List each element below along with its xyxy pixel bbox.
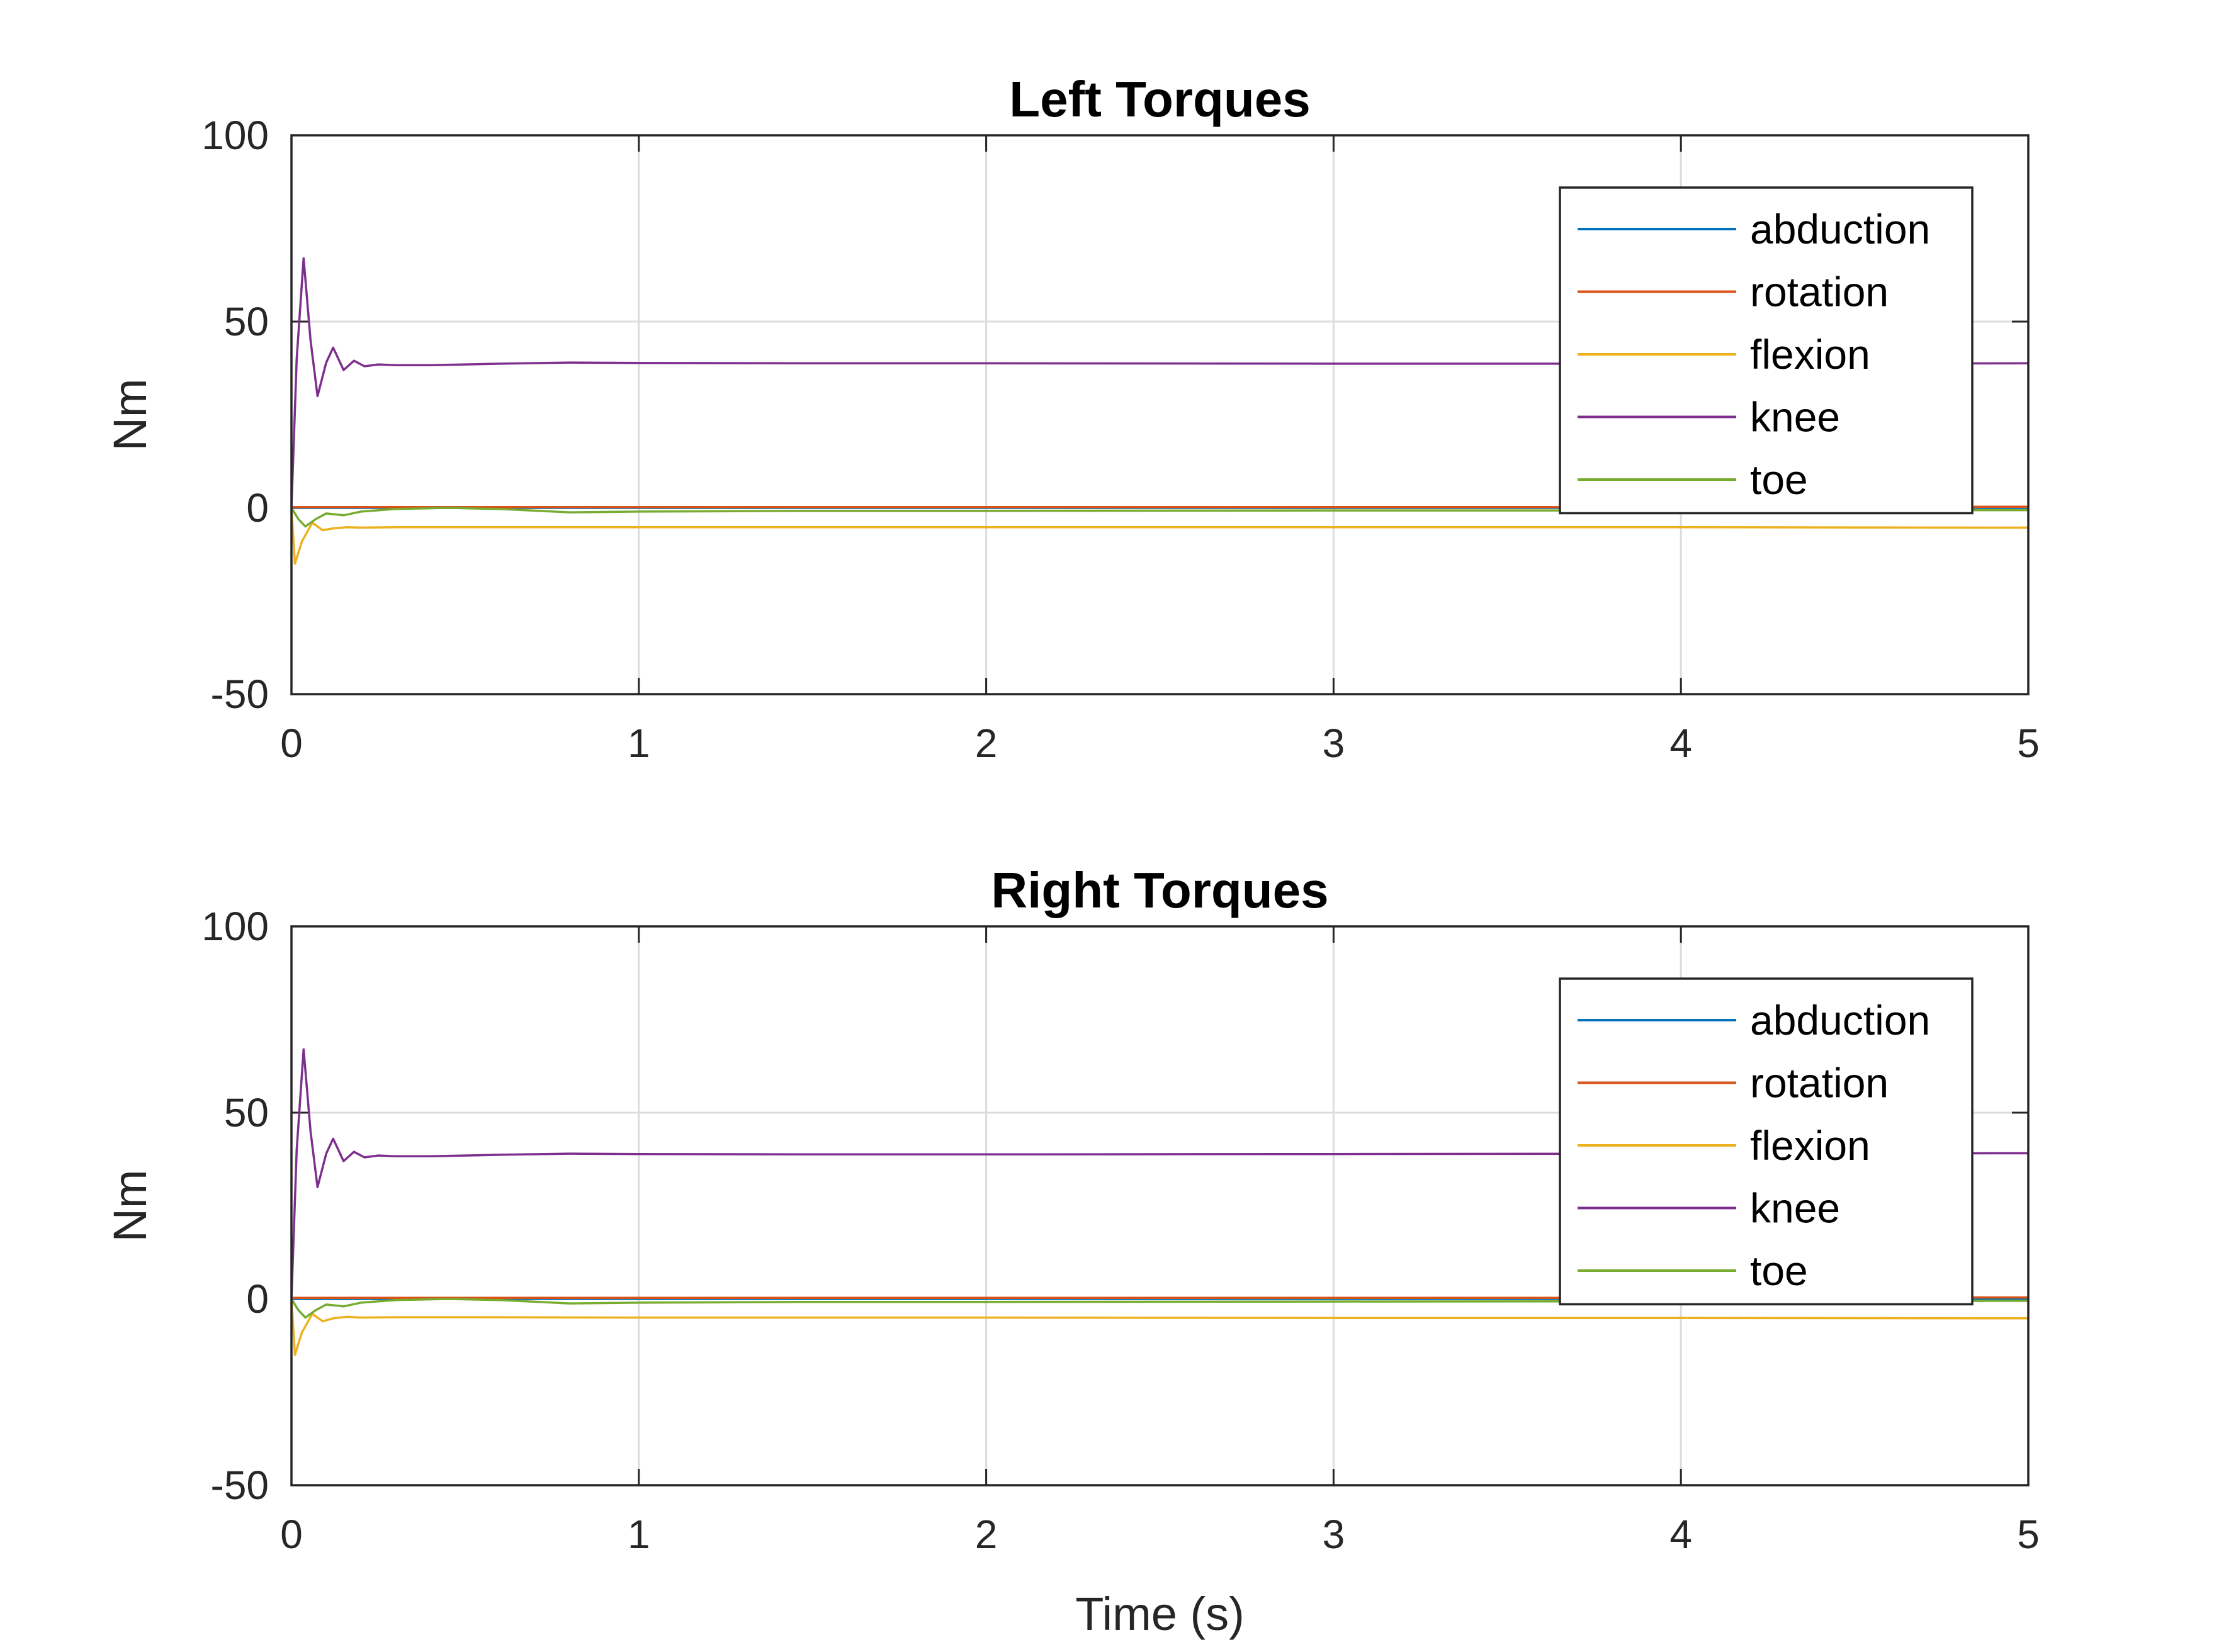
x-tick-label: 5	[2017, 1512, 2040, 1557]
y-tick-label: 100	[201, 904, 269, 949]
series-line-toe	[291, 1298, 2028, 1319]
y-tick-label: 100	[201, 113, 269, 158]
series-line-flexion	[291, 507, 2028, 565]
x-tick-label: 2	[975, 721, 998, 766]
y-tick-label: 50	[224, 1090, 269, 1135]
legend-label-rotation: rotation	[1750, 1060, 1889, 1106]
x-tick-label: 1	[628, 1512, 650, 1557]
y-tick-label: 0	[246, 485, 269, 531]
x-tick-label: 1	[628, 721, 650, 766]
axes-box	[290, 134, 2030, 695]
series-group	[291, 257, 2028, 565]
x-tick-label: 3	[1323, 1512, 1345, 1557]
plot-title: Left Torques	[1009, 71, 1311, 127]
legend-box	[1559, 186, 1974, 515]
x-tick-label: 4	[1669, 1512, 1692, 1557]
y-axis-label: Nm	[104, 378, 156, 451]
y-tick-label: 50	[224, 299, 269, 344]
legend: abduction rotation flexion knee toe	[1559, 186, 1974, 515]
x-axis-label: Time (s)	[1075, 1588, 1245, 1640]
x-tick-label: 3	[1323, 721, 1345, 766]
legend-label-rotation: rotation	[1750, 269, 1889, 315]
series-line-flexion	[291, 1298, 2028, 1356]
plot-title: Right Torques	[991, 862, 1328, 918]
legend: abduction rotation flexion knee toe	[1559, 977, 1974, 1306]
x-tick-label: 4	[1669, 721, 1692, 766]
y-tick-label: 0	[246, 1276, 269, 1322]
series-line-knee	[291, 257, 2028, 509]
series-line-knee	[291, 1048, 2028, 1300]
legend-box	[1559, 977, 1974, 1306]
legend-label-abduction: abduction	[1750, 997, 1930, 1043]
y-tick-label: -50	[211, 1463, 269, 1508]
x-tick-label: 5	[2017, 721, 2040, 766]
y-axis-label: Nm	[104, 1169, 156, 1242]
legend-label-knee: knee	[1750, 394, 1840, 441]
y-tick-label: -50	[211, 671, 269, 717]
legend-label-toe: toe	[1750, 1247, 1808, 1294]
legend-label-flexion: flexion	[1750, 331, 1870, 378]
x-tick-label: 0	[280, 1512, 303, 1557]
x-tick-label: 2	[975, 1512, 998, 1557]
legend-label-knee: knee	[1750, 1185, 1840, 1232]
axes-box	[290, 925, 2030, 1486]
legend-label-toe: toe	[1750, 456, 1808, 503]
series-line-toe	[291, 507, 2028, 528]
legend-label-abduction: abduction	[1750, 206, 1930, 252]
legend-label-flexion: flexion	[1750, 1122, 1870, 1169]
x-tick-label: 0	[280, 721, 303, 766]
